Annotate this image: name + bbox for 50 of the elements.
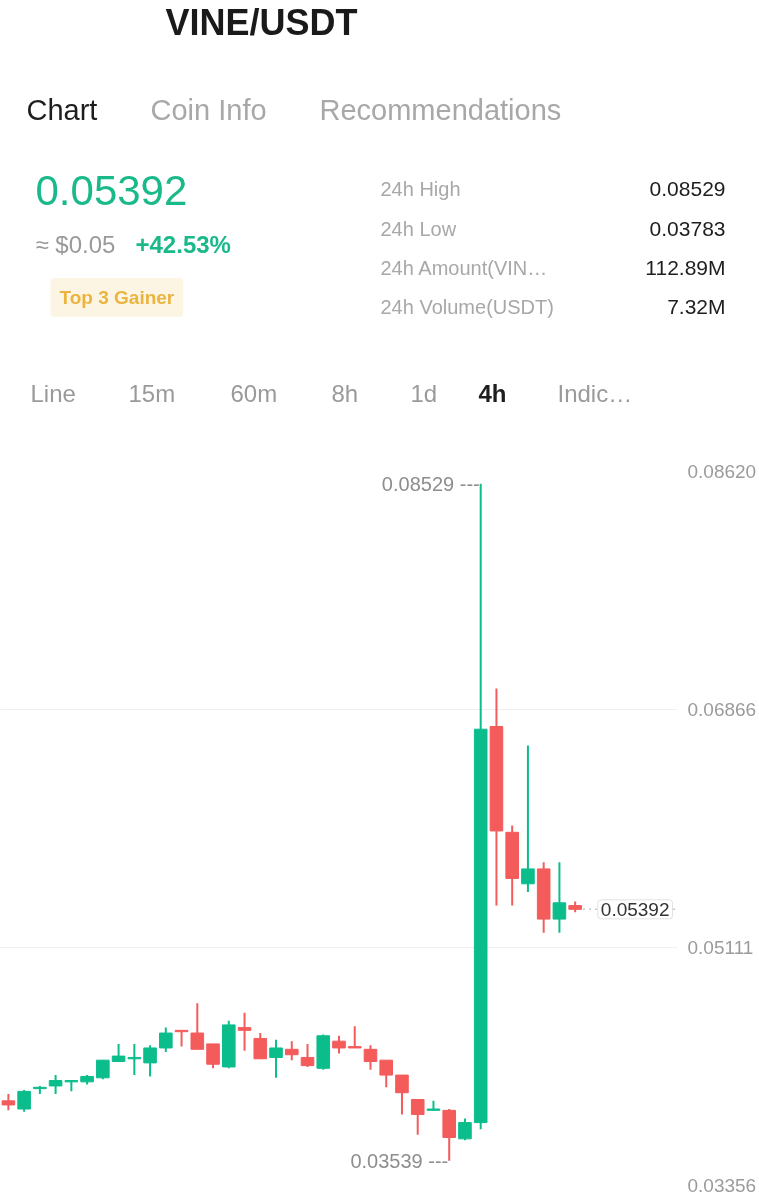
text: 24h Amount(VIN… — [380, 256, 548, 279]
text: Recommendations — [319, 93, 562, 126]
annotation: 0.08529 --- — [381, 472, 480, 495]
candlestick — [458, 1117, 472, 1142]
candlestick — [190, 1002, 205, 1051]
text: 0.05392 — [35, 167, 188, 214]
text: ≈ $0.05 — [35, 231, 116, 258]
candlestick — [96, 1059, 110, 1081]
text: 1d — [410, 380, 438, 407]
text: 0.03783 — [649, 216, 726, 240]
text: VINE/USDT — [165, 2, 358, 43]
candlestick — [347, 1025, 362, 1049]
text: 24h Low — [380, 217, 457, 240]
y-tick-label: 0.05111 — [687, 936, 754, 958]
text: 60m — [230, 380, 278, 407]
candlestick — [552, 861, 567, 934]
text: 4h — [478, 380, 507, 407]
candlestick — [284, 1040, 299, 1062]
text: 7.32M — [667, 295, 726, 318]
text: Coin Info — [150, 93, 267, 126]
candlestick — [253, 1032, 268, 1060]
candlestick — [379, 1059, 394, 1089]
text: Top 3 Gainer — [59, 287, 175, 308]
y-tick-label: 0.06866 — [687, 698, 757, 720]
candlestick — [17, 1089, 31, 1113]
candlestick — [363, 1044, 378, 1071]
candlestick — [395, 1074, 409, 1116]
candlestick — [410, 1098, 425, 1136]
candlestick — [300, 1042, 315, 1068]
candlestick — [159, 1026, 173, 1054]
text: +42.53% — [135, 231, 231, 258]
candlestick — [237, 1011, 252, 1052]
text: 0.08529 — [649, 176, 726, 200]
text: 15m — [128, 380, 176, 407]
text: Chart — [26, 93, 98, 126]
candlestick — [269, 1038, 283, 1079]
text: Indic… — [557, 380, 633, 407]
candlestick — [174, 1029, 189, 1048]
y-tick-label: 0.03356 — [687, 1175, 757, 1196]
text: 24h High — [380, 177, 461, 200]
text: 112.89M — [645, 256, 726, 279]
text: Line — [30, 380, 76, 407]
y-tick-label: 0.08620 — [687, 461, 757, 482]
annotation: 0.03539 --- — [350, 1149, 449, 1172]
text: 8h — [331, 380, 359, 407]
text: 24h Volume(USDT) — [380, 295, 554, 318]
candlestick — [206, 1042, 220, 1070]
candlestick — [143, 1044, 157, 1078]
ref-line-label: 0.05392 — [600, 898, 670, 920]
candlestick — [521, 744, 535, 893]
